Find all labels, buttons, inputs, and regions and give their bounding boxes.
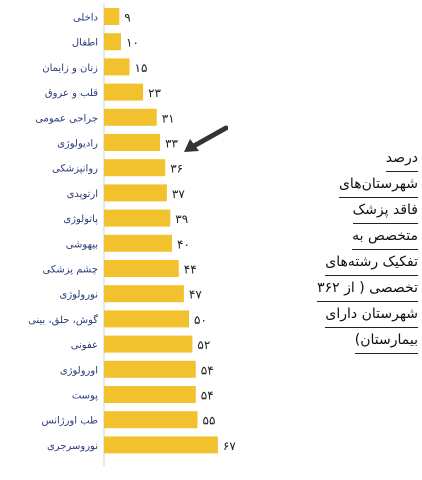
bar bbox=[104, 134, 161, 151]
chart-title: درصد شهرستان‌های فاقد پزشک متخصص به تفکیک رش… bbox=[258, 146, 418, 354]
value-label: ۳۹ bbox=[175, 212, 188, 226]
bar bbox=[104, 184, 167, 202]
value-label: ۹ bbox=[124, 11, 130, 25]
value-label: ۶۷ bbox=[223, 439, 236, 453]
category-label: چشم پزشکی bbox=[43, 265, 98, 276]
bar bbox=[104, 436, 218, 454]
value-label: ۵۰ bbox=[194, 313, 207, 327]
value-label: ۲۳ bbox=[148, 86, 161, 100]
title-line: شهرستان‌های bbox=[338, 172, 418, 198]
value-label: ۴۷ bbox=[189, 288, 202, 302]
arrow-icon bbox=[184, 125, 228, 152]
value-label: ۳۷ bbox=[172, 187, 185, 201]
bar bbox=[104, 386, 196, 403]
category-label: اورولوژی bbox=[60, 365, 98, 376]
bar bbox=[104, 310, 189, 328]
bar bbox=[104, 8, 120, 25]
value-label: ۵۴ bbox=[201, 363, 214, 377]
category-label: پاتولوژی bbox=[63, 214, 98, 225]
bar bbox=[104, 58, 130, 76]
title-line: تفکیک رشته‌های bbox=[325, 250, 418, 276]
value-label: ۳۱ bbox=[162, 111, 175, 125]
bar bbox=[104, 83, 144, 101]
title-line: متخصص به bbox=[352, 224, 418, 250]
category-label: داخلی bbox=[73, 13, 98, 24]
bar bbox=[104, 360, 196, 378]
bar bbox=[104, 411, 198, 429]
category-label: طب اورژانس bbox=[41, 416, 98, 427]
category-label: جراحی عمومی bbox=[35, 113, 98, 124]
title-line: شهرستان دارای bbox=[325, 302, 418, 328]
bar bbox=[104, 108, 157, 126]
category-label: نوروسرجری bbox=[47, 441, 98, 452]
bar bbox=[104, 234, 172, 252]
bar bbox=[104, 209, 171, 227]
bar bbox=[104, 285, 184, 303]
value-label: ۳۶ bbox=[170, 162, 183, 176]
value-label: ۵۴ bbox=[201, 389, 214, 403]
bar bbox=[104, 260, 179, 277]
category-label: قلب و عروق bbox=[45, 88, 98, 99]
bar bbox=[104, 159, 166, 177]
category-label: اطفال bbox=[72, 38, 98, 49]
value-label: ۳۳ bbox=[165, 137, 178, 151]
category-label: ارتوپدی bbox=[67, 189, 98, 200]
category-label: بیهوشی bbox=[66, 239, 98, 250]
title-line: تخصصی ( از ۳۶۲ bbox=[317, 276, 418, 302]
value-label: ۱۰ bbox=[126, 36, 139, 50]
category-label: نورولوژی bbox=[60, 290, 98, 301]
bar bbox=[104, 33, 121, 51]
category-label: رادیولوژی bbox=[57, 139, 98, 150]
bar bbox=[104, 335, 193, 353]
title-line: فاقد پزشک bbox=[352, 198, 418, 224]
bars-group: داخلی ۹ اطفال ۱۰ زنان و زایمان ۱۵ قلب و عروق ۲۳… bbox=[28, 8, 236, 454]
value-label: ۴۴ bbox=[184, 263, 197, 277]
value-label: ۵۲ bbox=[197, 338, 210, 352]
value-label: ۱۵ bbox=[135, 61, 148, 75]
category-label: زنان و زایمان bbox=[42, 63, 98, 74]
category-label: گوش، حلق، بینی bbox=[28, 314, 98, 326]
category-label: عفونی bbox=[71, 340, 98, 351]
category-label: روانپزشکی bbox=[52, 164, 98, 175]
title-line: بیمارستان) bbox=[354, 328, 418, 354]
value-label: ۵۵ bbox=[203, 414, 216, 428]
value-label: ۴۰ bbox=[177, 237, 190, 251]
category-label: پوست bbox=[72, 391, 98, 402]
title-line: درصد bbox=[385, 146, 418, 172]
